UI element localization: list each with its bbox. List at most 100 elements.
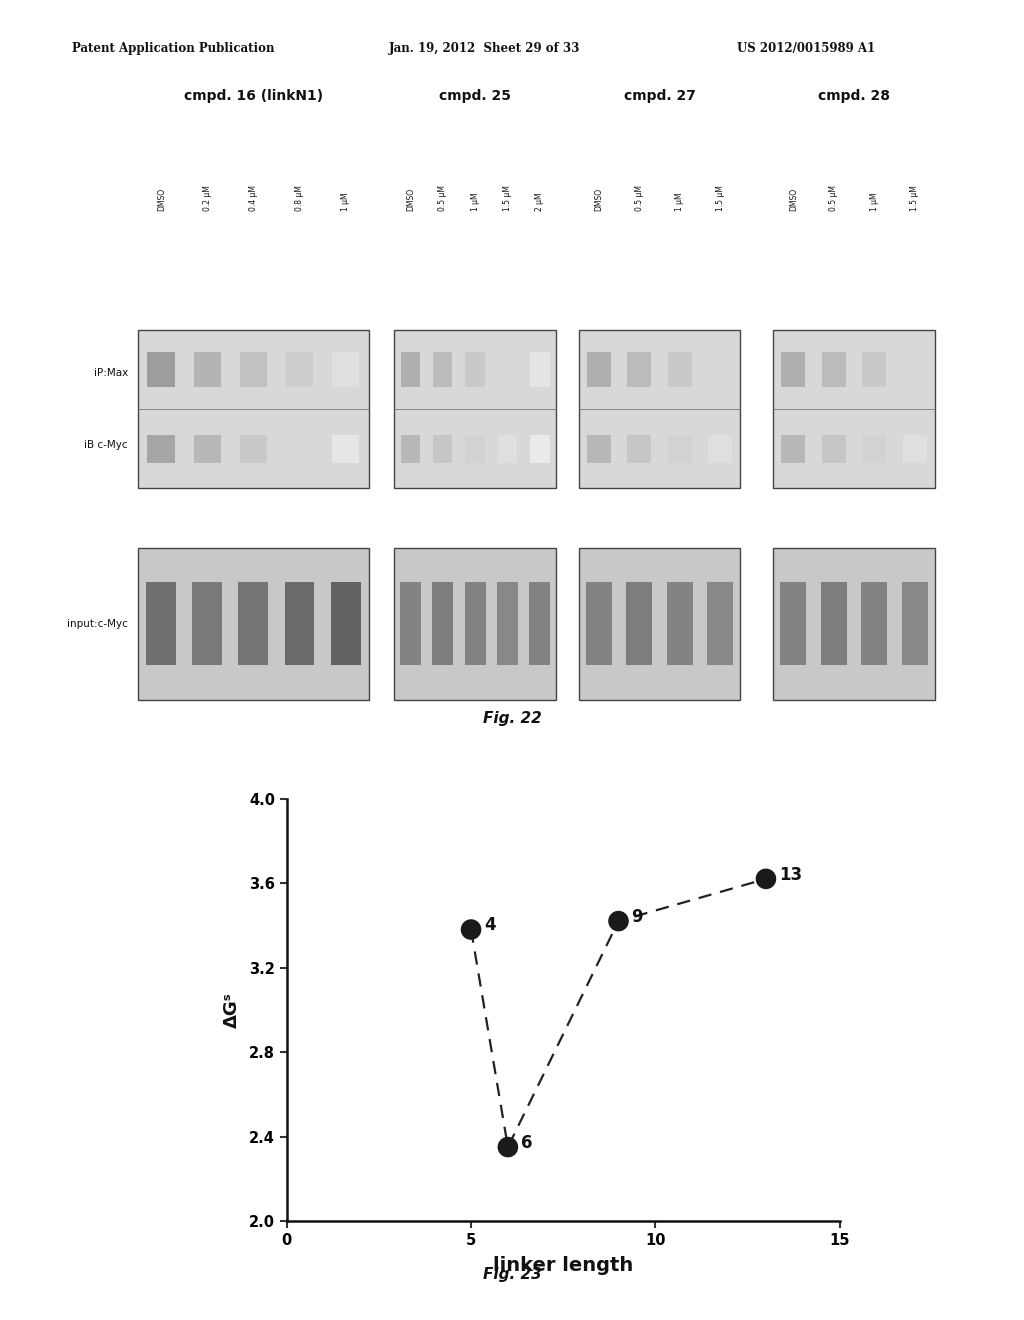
Text: cmpd. 27: cmpd. 27 [624, 88, 695, 103]
Text: 0.8 μM: 0.8 μM [295, 185, 304, 211]
Bar [138, 330, 369, 488]
X-axis label: linker length: linker length [494, 1257, 633, 1275]
Bar [708, 352, 732, 387]
Bar [587, 434, 611, 463]
Bar [394, 330, 556, 488]
Bar [862, 434, 887, 463]
Bar [146, 582, 176, 665]
Bar [394, 548, 556, 700]
Bar [400, 434, 420, 463]
Bar [498, 352, 517, 387]
Bar [579, 548, 740, 700]
Bar [332, 352, 359, 387]
Bar [433, 352, 453, 387]
Text: 1.5 μM: 1.5 μM [503, 185, 512, 211]
Bar [332, 434, 359, 463]
Bar [627, 434, 651, 463]
Bar [773, 330, 935, 488]
Text: 1 μM: 1 μM [869, 193, 879, 211]
Bar [194, 434, 221, 463]
Text: 0.4 μM: 0.4 μM [249, 185, 258, 211]
Bar [331, 582, 360, 665]
Bar [466, 434, 484, 463]
Bar [193, 582, 222, 665]
Bar [240, 352, 267, 387]
Bar [400, 582, 421, 665]
Text: DMSO: DMSO [594, 187, 603, 211]
Bar [240, 434, 267, 463]
Text: 9: 9 [632, 908, 643, 925]
Point [758, 869, 774, 890]
Bar [773, 548, 935, 700]
Bar [286, 434, 313, 463]
Text: 6: 6 [521, 1134, 532, 1152]
Bar [530, 434, 550, 463]
Bar [902, 434, 927, 463]
Text: Fig. 23: Fig. 23 [482, 1267, 542, 1282]
Text: DMSO: DMSO [157, 187, 166, 211]
Text: 0.5 μM: 0.5 μM [829, 185, 839, 211]
Text: iP:Max: iP:Max [94, 368, 128, 378]
Y-axis label: ΔGˢ: ΔGˢ [222, 993, 241, 1027]
Bar [432, 582, 454, 665]
Bar [627, 352, 651, 387]
Bar [821, 352, 846, 387]
Bar [285, 582, 314, 665]
Text: 1 μM: 1 μM [341, 193, 350, 211]
Bar [902, 352, 927, 387]
Bar [901, 582, 928, 665]
Bar [668, 352, 692, 387]
Text: DMSO: DMSO [788, 187, 798, 211]
Bar [862, 352, 887, 387]
Bar [781, 434, 806, 463]
Bar [530, 352, 550, 387]
Bar [239, 582, 268, 665]
Bar [707, 582, 733, 665]
Bar [286, 352, 313, 387]
Bar [400, 352, 420, 387]
Text: Patent Application Publication: Patent Application Publication [72, 42, 274, 55]
Bar [529, 582, 550, 665]
Text: Fig. 22: Fig. 22 [482, 711, 542, 726]
Text: 1 μM: 1 μM [675, 193, 684, 211]
Text: 1 μM: 1 μM [471, 193, 479, 211]
Bar [781, 352, 806, 387]
Text: 0.5 μM: 0.5 μM [635, 185, 644, 211]
Bar [586, 582, 612, 665]
Bar [498, 434, 517, 463]
Bar [821, 434, 846, 463]
Point [463, 919, 479, 940]
Text: 1.5 μM: 1.5 μM [910, 185, 920, 211]
Point [610, 911, 627, 932]
Text: 1.5 μM: 1.5 μM [716, 185, 725, 211]
Bar [668, 434, 692, 463]
Bar [466, 352, 484, 387]
Bar [194, 352, 221, 387]
Bar [708, 434, 732, 463]
Bar [626, 582, 652, 665]
Bar [138, 548, 369, 700]
Bar [497, 582, 518, 665]
Bar [433, 434, 453, 463]
Text: cmpd. 25: cmpd. 25 [439, 88, 511, 103]
Text: 0.5 μM: 0.5 μM [438, 185, 447, 211]
Bar [587, 352, 611, 387]
Bar [780, 582, 807, 665]
Text: iB c-Myc: iB c-Myc [84, 441, 128, 450]
Text: cmpd. 16 (linkN1): cmpd. 16 (linkN1) [184, 88, 323, 103]
Point [500, 1137, 516, 1158]
Bar [820, 582, 847, 665]
Bar [579, 330, 740, 488]
Bar [147, 434, 175, 463]
Text: 13: 13 [779, 866, 802, 883]
Text: input:c-Myc: input:c-Myc [68, 619, 128, 628]
Text: 0.2 μM: 0.2 μM [203, 185, 212, 211]
Bar [861, 582, 888, 665]
Text: Jan. 19, 2012  Sheet 29 of 33: Jan. 19, 2012 Sheet 29 of 33 [389, 42, 581, 55]
Bar [465, 582, 485, 665]
Text: US 2012/0015989 A1: US 2012/0015989 A1 [737, 42, 876, 55]
Text: 4: 4 [484, 916, 496, 935]
Bar [147, 352, 175, 387]
Text: 2 μM: 2 μM [536, 193, 545, 211]
Text: cmpd. 28: cmpd. 28 [818, 88, 890, 103]
